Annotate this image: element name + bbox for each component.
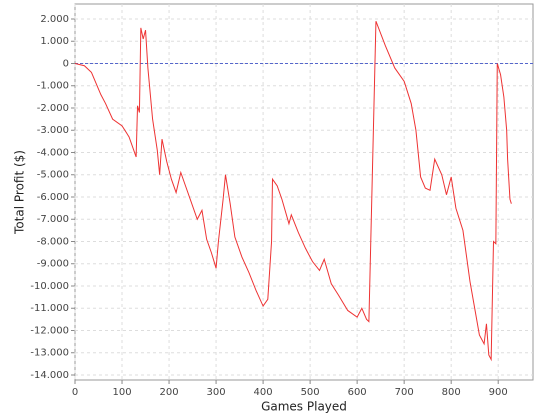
- y-tick-label: -10.000: [30, 281, 69, 292]
- x-tick-label: 400: [254, 387, 273, 398]
- y-tick-label: -12.000: [30, 325, 69, 336]
- y-tick-label: -11.000: [30, 303, 69, 314]
- y-tick-label: -1.000: [37, 81, 69, 92]
- y-tick-label: -8.000: [37, 236, 69, 247]
- x-axis-label: Games Played: [261, 400, 347, 414]
- y-tick-label: -9.000: [37, 259, 69, 270]
- y-tick-label: -3.000: [37, 125, 69, 136]
- y-axis-label: Total Profit ($): [13, 150, 27, 235]
- y-tick-label: 0: [63, 58, 69, 69]
- y-tick-label: -4.000: [37, 147, 69, 158]
- y-tick-label: 1.000: [40, 36, 69, 47]
- x-tick-label: 200: [159, 387, 178, 398]
- x-tick-label: 800: [442, 387, 461, 398]
- x-tick-label: 300: [207, 387, 226, 398]
- y-tick-label: -14.000: [30, 370, 69, 381]
- x-tick-label: 900: [489, 387, 508, 398]
- x-tick-label: 700: [395, 387, 414, 398]
- y-tick-label: -6.000: [37, 192, 69, 203]
- y-tick-label: -2.000: [37, 103, 69, 114]
- line: [74, 21, 512, 362]
- x-tick-label: 600: [348, 387, 367, 398]
- y-tick-label: -13.000: [30, 348, 69, 359]
- x-tick-label: 0: [72, 387, 78, 398]
- y-tick-label: -7.000: [37, 214, 69, 225]
- y-tick-label: -5.000: [37, 170, 69, 181]
- plot-area: [74, 3, 534, 381]
- x-tick-label: 500: [301, 387, 320, 398]
- y-tick-label: 2.000: [40, 14, 69, 25]
- x-tick-label: 100: [112, 387, 131, 398]
